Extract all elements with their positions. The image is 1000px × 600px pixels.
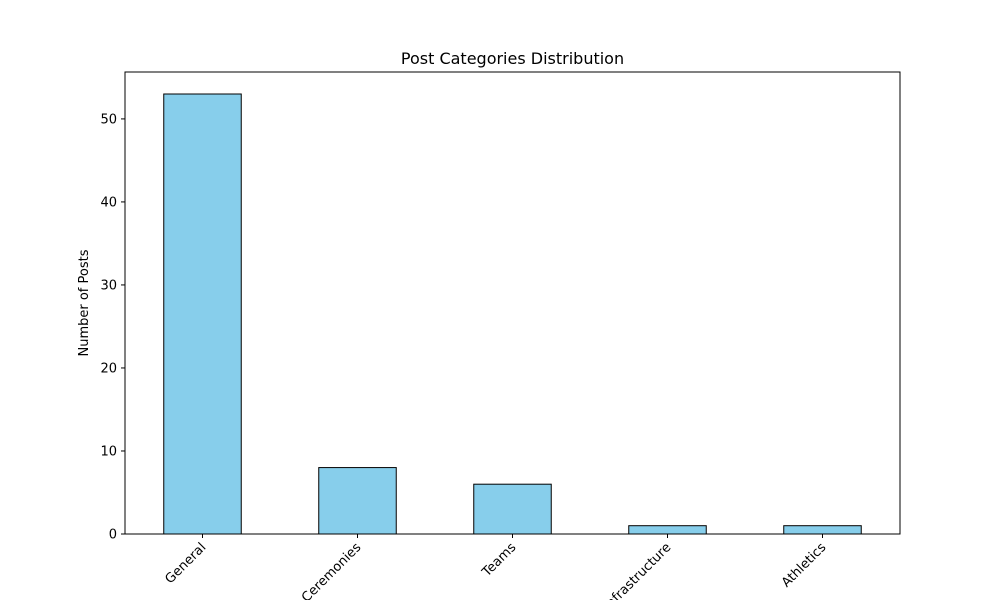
y-tick-label: 30 <box>100 278 117 293</box>
x-tick-label-infrastructure: Infrastructure <box>601 540 675 600</box>
bar-athletics <box>783 525 862 535</box>
y-tick-label: 20 <box>100 361 117 376</box>
x-tick-label-general: General <box>162 540 209 587</box>
y-ticks-group: 0 10 20 30 40 50 <box>100 112 125 543</box>
bar-general <box>163 93 242 535</box>
x-tick-label-athletics: Athletics <box>779 540 830 591</box>
x-ticks-group: General Ceremonies Teams Infrastructure Athl… <box>162 534 829 600</box>
bars-group <box>163 93 862 535</box>
y-tick-label: 40 <box>100 195 117 210</box>
bar-ceremonies <box>318 467 397 535</box>
y-tick-label: 0 <box>109 528 117 543</box>
y-tick-label: 50 <box>100 112 117 127</box>
plot-frame <box>124 71 901 535</box>
chart-title: Post Categories Distribution <box>401 49 624 68</box>
y-tick-label: 10 <box>100 444 117 459</box>
bar-teams <box>473 483 552 535</box>
y-axis-label: Number of Posts <box>77 249 92 356</box>
x-tick-label-ceremonies: Ceremonies <box>299 540 364 600</box>
bar-infrastructure <box>628 525 707 535</box>
x-tick-label-teams: Teams <box>479 540 520 581</box>
